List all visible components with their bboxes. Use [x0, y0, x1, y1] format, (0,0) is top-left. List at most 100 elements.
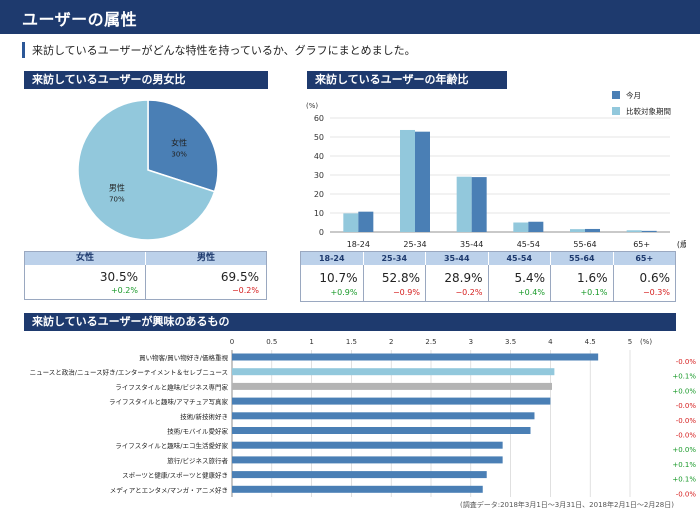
interest-x-tick: 0.5: [266, 338, 277, 346]
interest-x-tick: 4.5: [585, 338, 596, 346]
age-legend-label: 比較対象期間: [626, 106, 671, 116]
gender-value-male: 69.5%: [220, 270, 259, 284]
age-value: 10.7%: [319, 271, 358, 285]
age-legend-label: 今月: [626, 90, 641, 100]
age-cell: 5.4% +0.4%: [489, 265, 551, 301]
interest-category-label: 技術/新技術好き: [180, 412, 228, 421]
interest-category-label: ニュースと政治/ニュース好き/エンターテイメント＆セレブニュース: [30, 368, 228, 377]
age-cell: 0.6% −0.3%: [614, 265, 676, 301]
gender-table-values: 30.5% +0.2% 69.5% −0.2%: [25, 265, 266, 299]
age-bar-chart: (%) 0 10 20 30 40 50 60 18-24 25-34 35-44 45-54 55-6…: [306, 90, 686, 249]
gender-section-title: 来訪しているユーザーの男女比: [24, 71, 268, 89]
lead-text: 来訪しているユーザーがどんな特性を持っているか、グラフにまとめました。: [32, 44, 416, 57]
interest-category-label: 買い物客/買い物好き/価格重視: [139, 353, 228, 362]
age-cell: 1.6% +0.1%: [551, 265, 614, 301]
page-header: ユーザーの属性: [0, 0, 700, 34]
gender-delta-female: +0.2%: [110, 286, 138, 295]
interest-bar: [232, 397, 551, 405]
age-delta: +0.9%: [330, 288, 358, 297]
age-delta: −0.9%: [392, 288, 420, 297]
pie-slice: [77, 99, 216, 241]
age-header: 35-44: [426, 252, 489, 265]
gender-pie-chart: 女性 30% 男性 70%: [77, 99, 219, 241]
age-x-tick: 45-54: [517, 240, 540, 249]
interest-section-title: 来訪しているユーザーが興味のあるもの: [24, 313, 676, 331]
age-y-tick: 10: [314, 209, 324, 218]
interest-category-label: スポーツと健康/スポーツと健康好き: [122, 471, 228, 480]
gender-cell-female: 30.5% +0.2%: [25, 265, 146, 299]
gender-delta-male: −0.2%: [231, 286, 259, 295]
age-bar-current: [585, 228, 600, 232]
interest-category-label: メディアとエンタメ/マンガ・アニメ好き: [110, 485, 228, 494]
interest-x-tick: 1.5: [346, 338, 357, 346]
age-bar-current: [528, 221, 544, 232]
age-legend-swatch: [612, 91, 620, 99]
pie-label-name: 女性: [171, 137, 187, 147]
age-y-tick: 40: [314, 152, 324, 161]
age-value: 28.9%: [444, 271, 483, 285]
gender-cell-male: 69.5% −0.2%: [146, 265, 266, 299]
interest-x-tick: 4: [548, 338, 553, 346]
age-bar-compare: [626, 230, 642, 232]
interest-bar: [232, 368, 555, 376]
interest-bar: [232, 456, 503, 464]
interest-x-tick: 5: [628, 338, 632, 346]
age-value: 1.6%: [577, 271, 608, 285]
age-value: 52.8%: [381, 271, 420, 285]
interest-delta: -0.0%: [676, 417, 697, 425]
interest-bar-chart: 0 0.5 1 1.5 2 2.5 3 3.5 4 4.5 5 (%) 買い物客/買い物好き/価格重視 -…: [30, 338, 697, 498]
gender-table: 女性 男性 30.5% +0.2% 69.5% −0.2%: [24, 251, 267, 300]
page-title: ユーザーの属性: [22, 10, 138, 29]
interest-x-tick: 2: [389, 338, 393, 346]
age-bar-compare: [570, 229, 585, 232]
age-bar-compare: [513, 222, 529, 232]
age-bar-current: [358, 211, 374, 232]
lead-accent-bar: [22, 42, 25, 58]
age-cell: 28.9% −0.2%: [426, 265, 489, 301]
age-header: 18-24: [301, 252, 364, 265]
interest-delta: -0.0%: [676, 490, 697, 498]
age-y-tick: 60: [314, 114, 324, 123]
age-bar-compare: [456, 176, 472, 232]
age-delta: −0.2%: [455, 288, 483, 297]
age-x-tick: 25-34: [403, 240, 426, 249]
age-bar-current: [641, 230, 657, 232]
interest-delta: +0.1%: [672, 373, 696, 381]
gender-table-header: 女性 男性: [25, 252, 266, 265]
age-value: 5.4%: [514, 271, 546, 285]
interest-x-tick: 3.5: [505, 338, 516, 346]
age-y-tick: 50: [314, 133, 324, 142]
age-table: 18-24 25-34 35-44 45-54 55-64 65+ 10.7% …: [300, 251, 676, 302]
age-x-tick: 18-24: [347, 240, 370, 249]
age-y-tick: 30: [314, 171, 324, 180]
age-y-tick: 20: [314, 190, 324, 199]
interest-bar: [232, 412, 535, 420]
age-y-tick: 0: [319, 228, 324, 237]
age-delta: +0.1%: [580, 288, 608, 297]
interest-category-label: ライフスタイルと趣味/エコ生活愛好家: [115, 441, 228, 450]
age-x-tick: 35-44: [460, 240, 483, 249]
interest-category-label: 旅行/ビジネス旅行者: [167, 456, 228, 465]
pie-label-pct: 70%: [109, 196, 125, 204]
interest-delta: +0.0%: [672, 446, 696, 454]
gender-value-female: 30.5%: [99, 270, 138, 284]
age-bar-current: [471, 177, 487, 232]
age-delta: +0.4%: [517, 288, 545, 297]
age-table-values: 10.7% +0.9% 52.8% −0.9% 28.9% −0.2% 5.4%…: [301, 265, 675, 301]
pie-label-name: 男性: [109, 183, 125, 193]
age-bar-compare: [400, 129, 415, 232]
age-cell: 10.7% +0.9%: [301, 265, 364, 301]
age-header: 25-34: [364, 252, 426, 265]
gender-header-male: 男性: [196, 253, 215, 263]
gender-header-female: 女性: [25, 252, 146, 265]
age-value: 0.6%: [639, 271, 671, 285]
age-section-title: 来訪しているユーザーの年齢比: [307, 71, 507, 89]
age-header: 45-54: [489, 252, 551, 265]
interest-bar: [232, 427, 531, 434]
interest-delta: +0.1%: [672, 461, 696, 469]
interest-category-label: 技術/モバイル愛好家: [167, 427, 228, 436]
age-header: 55-64: [551, 252, 614, 265]
age-delta: −0.3%: [642, 288, 670, 297]
interest-bar: [232, 441, 503, 449]
footnote: (調査データ:2018年3月1日〜3月31日、2018年2月1日〜2月28日): [460, 501, 674, 509]
